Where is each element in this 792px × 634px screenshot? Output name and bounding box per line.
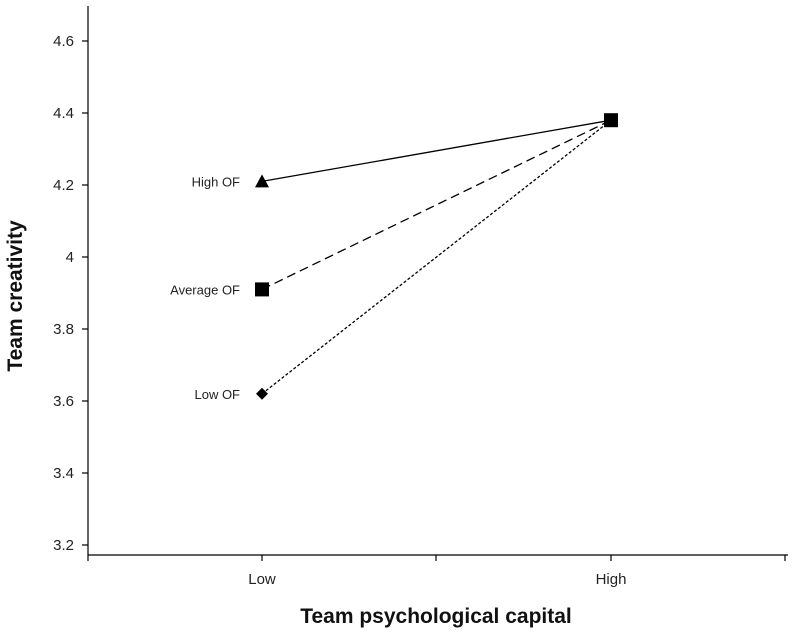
x-ticks: Low High	[87, 555, 786, 588]
axes	[87, 6, 788, 556]
marker-square	[255, 282, 269, 297]
y-axis-title: Team creativity	[4, 220, 27, 372]
y-tick-label: 4.2	[53, 177, 74, 194]
marker-diamond	[256, 387, 268, 400]
y-tick-label: 3.2	[53, 537, 74, 554]
series-label: Average OF	[170, 282, 240, 297]
y-tick-label: 3.8	[53, 321, 74, 338]
series-line	[261, 119, 612, 183]
x-tick-label: Low	[248, 571, 276, 588]
series-label: High OF	[192, 174, 240, 189]
y-tick-label: 4	[66, 249, 74, 266]
y-ticks: 3.2 3.4 3.6 3.8 4 4.2 4.4 4.6	[53, 33, 88, 554]
x-axis-title: Team psychological capital	[300, 605, 572, 628]
series-label: Low OF	[194, 387, 240, 402]
series-line	[261, 119, 612, 395]
marker-triangle	[604, 113, 618, 127]
x-tick-label: High	[596, 571, 627, 588]
y-tick-label: 3.4	[53, 465, 74, 482]
y-tick-label: 4.6	[53, 33, 74, 50]
series-line	[261, 119, 612, 290]
y-tick-label: 3.6	[53, 393, 74, 410]
y-tick-label: 4.4	[53, 105, 74, 122]
series-markers	[255, 113, 618, 400]
series-labels: High OF Average OF Low OF	[170, 174, 240, 401]
series-lines	[261, 119, 612, 395]
marker-triangle	[255, 174, 269, 188]
